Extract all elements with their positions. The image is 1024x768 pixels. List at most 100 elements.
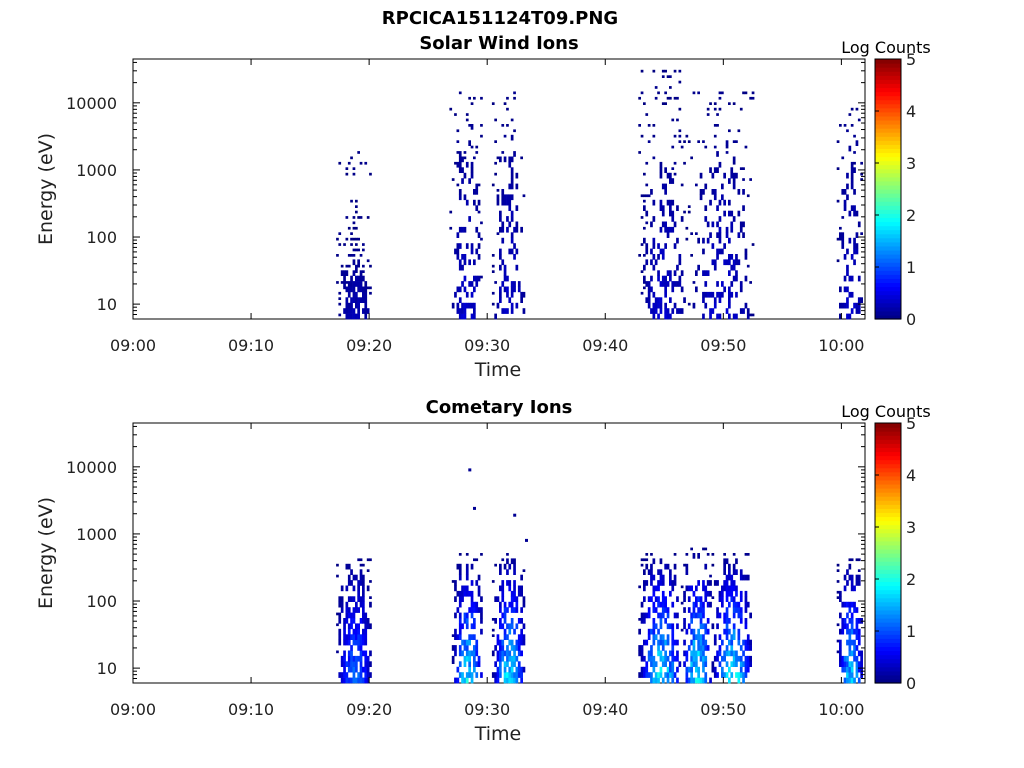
- spectrogram-cell: [695, 661, 698, 667]
- colorbar-segment: [875, 634, 901, 639]
- spectrogram-cell: [352, 259, 356, 266]
- spectrogram-cell: [855, 140, 859, 146]
- spectrogram-cell: [650, 569, 653, 575]
- spectrogram-cell: [477, 655, 481, 662]
- spectrogram-cell: [661, 275, 665, 282]
- colorbar-segment: [875, 245, 901, 251]
- spectrogram-cell: [737, 259, 741, 266]
- spectrogram-cell: [499, 156, 502, 163]
- spectrogram-cell: [347, 628, 351, 635]
- spectrogram-cell: [506, 677, 509, 684]
- spectrogram-cell: [744, 590, 748, 597]
- spectrogram-cell: [461, 623, 464, 630]
- spectrogram-cell: [730, 281, 734, 287]
- spectrogram-cell: [848, 639, 852, 646]
- spectrogram-cell: [751, 91, 755, 95]
- spectrogram-cell: [709, 590, 712, 597]
- spectrogram-cell: [475, 580, 479, 586]
- spectrogram-cell: [695, 286, 698, 293]
- spectrogram-cell: [458, 628, 462, 635]
- spectrogram-cell: [709, 291, 712, 298]
- spectrogram-cell: [659, 569, 663, 575]
- spectrogram-cell: [666, 672, 670, 678]
- spectrogram-cell: [477, 183, 481, 187]
- x-tick-label: 09:10: [228, 700, 274, 719]
- spectrogram-cell: [454, 677, 457, 684]
- spectrogram-cell: [666, 607, 670, 613]
- spectrogram-cell: [690, 677, 693, 684]
- spectrogram-cell: [355, 297, 358, 303]
- spectrogram-cell: [669, 574, 672, 581]
- spectrogram-cell: [728, 563, 731, 570]
- spectrogram-cell: [366, 259, 370, 263]
- spectrogram-cell: [730, 645, 734, 651]
- spectrogram-cell: [352, 672, 356, 678]
- spectrogram-cell: [506, 634, 509, 640]
- spectrogram-cell: [475, 275, 479, 282]
- spectrogram-cell: [470, 145, 474, 149]
- colorbar-segment: [875, 427, 901, 432]
- spectrogram-cell: [355, 628, 358, 635]
- spectrogram-cell: [520, 607, 523, 613]
- spectrogram-cell: [345, 281, 349, 284]
- colorbar-segment: [875, 176, 901, 182]
- spectrogram-cell: [692, 655, 696, 662]
- spectrogram-cell: [347, 313, 351, 320]
- spectrogram-cell: [680, 145, 684, 149]
- spectrogram-cell: [510, 216, 514, 222]
- spectrogram-cell: [744, 672, 748, 678]
- spectrogram-cell: [350, 237, 353, 241]
- spectrogram-cell: [742, 308, 745, 314]
- spectrogram-cell: [340, 672, 344, 678]
- spectrogram-cell: [470, 590, 474, 597]
- spectrogram-cell: [652, 264, 656, 271]
- spectrogram-cell: [366, 672, 370, 678]
- spectrogram-cell: [728, 102, 731, 105]
- colorbar-segment: [875, 233, 901, 239]
- spectrogram-cell: [362, 264, 365, 268]
- spectrogram-cell: [697, 553, 700, 559]
- spectrogram-cell: [350, 281, 353, 287]
- spectrogram-cell: [737, 634, 741, 640]
- spectrogram-cell: [366, 666, 370, 673]
- spectrogram-cell: [494, 596, 497, 602]
- x-tick-label: 09:50: [700, 700, 746, 719]
- spectrogram-cell: [676, 308, 679, 314]
- spectrogram-cell: [713, 167, 717, 173]
- spectrogram-cell: [510, 286, 514, 293]
- spectrogram-cell: [732, 102, 736, 105]
- spectrogram-cell: [350, 596, 353, 602]
- spectrogram-cell: [716, 313, 719, 320]
- spectrogram-cell: [702, 634, 705, 640]
- spectrogram-cell: [499, 666, 502, 673]
- spectrogram-cell: [721, 666, 724, 673]
- spectrogram-cell: [661, 634, 665, 640]
- spectrogram-cell: [491, 672, 495, 678]
- spectrogram-cell: [711, 553, 715, 556]
- spectrogram-cell: [683, 563, 686, 567]
- spectrogram-cell: [702, 655, 705, 662]
- spectrogram-cell: [709, 580, 712, 586]
- spectrogram-cell: [843, 205, 847, 211]
- spectrogram-cell: [355, 666, 358, 673]
- colorbar-segment: [875, 258, 901, 263]
- spectrogram-cell: [515, 639, 519, 646]
- spectrogram-cell: [475, 645, 479, 651]
- spectrogram-cell: [475, 672, 479, 678]
- spectrogram-cell: [463, 645, 467, 651]
- spectrogram-cell: [857, 574, 861, 581]
- spectrogram-cell: [853, 205, 856, 211]
- spectrogram-cell: [645, 194, 649, 198]
- x-tick-label: 09:20: [346, 700, 392, 719]
- spectrogram-cell: [716, 623, 719, 630]
- spectrogram-cell: [704, 628, 708, 635]
- spectrogram-cell: [836, 580, 840, 583]
- spectrogram-cell: [850, 650, 854, 657]
- spectrogram-cell: [513, 672, 516, 678]
- spectrogram-cell: [645, 243, 649, 249]
- spectrogram-cell: [357, 297, 360, 303]
- spectrogram-cell: [746, 661, 750, 667]
- spectrogram-cell: [853, 210, 856, 217]
- spectrogram-cell: [746, 553, 750, 556]
- spectrogram-cell: [839, 639, 842, 646]
